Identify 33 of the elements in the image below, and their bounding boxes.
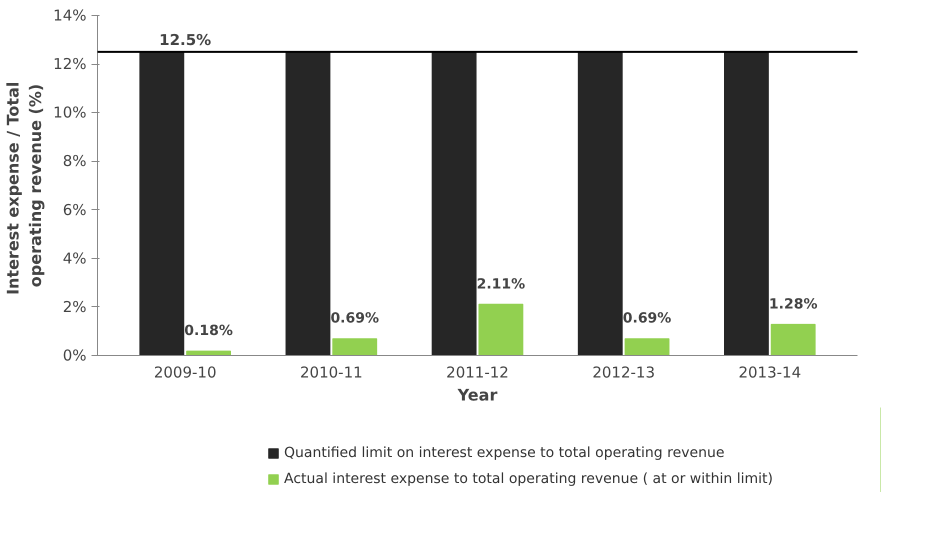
- data-label: 1.28%: [768, 296, 818, 312]
- bar: [478, 304, 524, 356]
- y-tick-label: 4%: [62, 249, 86, 268]
- x-tick-label: 2011-12: [446, 364, 509, 382]
- y-tick-label: 14%: [53, 6, 87, 24]
- y-tick-label: 6%: [62, 200, 86, 219]
- x-tick-label: 2010-11: [300, 364, 363, 382]
- x-tick-label: 2013-14: [738, 364, 802, 382]
- x-tick-label: 2009-10: [154, 364, 217, 382]
- bar: [332, 338, 378, 356]
- y-tick-label: 8%: [62, 152, 86, 170]
- y-tick-label: 0%: [62, 346, 86, 364]
- data-label: 0.69%: [622, 310, 672, 327]
- y-tick-label: 10%: [53, 104, 87, 122]
- bar: [624, 338, 670, 356]
- legend-label: Quantified limit on interest expense to total operating revenue: [284, 445, 724, 461]
- data-label: 2.11%: [476, 276, 526, 292]
- data-label: 0.18%: [184, 323, 233, 340]
- x-axis-title: Year: [456, 386, 498, 404]
- y-tick-label: 2%: [62, 298, 86, 316]
- legend-label: Actual interest expense to total operating revenue ( at or within limit): [284, 471, 773, 487]
- bar: [139, 51, 184, 356]
- bar: [578, 51, 623, 356]
- bar: [186, 350, 231, 356]
- bar: [770, 324, 816, 356]
- x-tick-label: 2012-13: [592, 364, 656, 382]
- y-tick-label: 12%: [53, 55, 87, 74]
- bar: [286, 51, 330, 356]
- y-axis-title: Interest expense / Total operating revenue (%): [3, 82, 46, 295]
- bar: [724, 51, 769, 356]
- data-label: 0.69%: [330, 310, 380, 327]
- ref-line-label: 12.5%: [159, 30, 212, 49]
- bar: [432, 51, 477, 356]
